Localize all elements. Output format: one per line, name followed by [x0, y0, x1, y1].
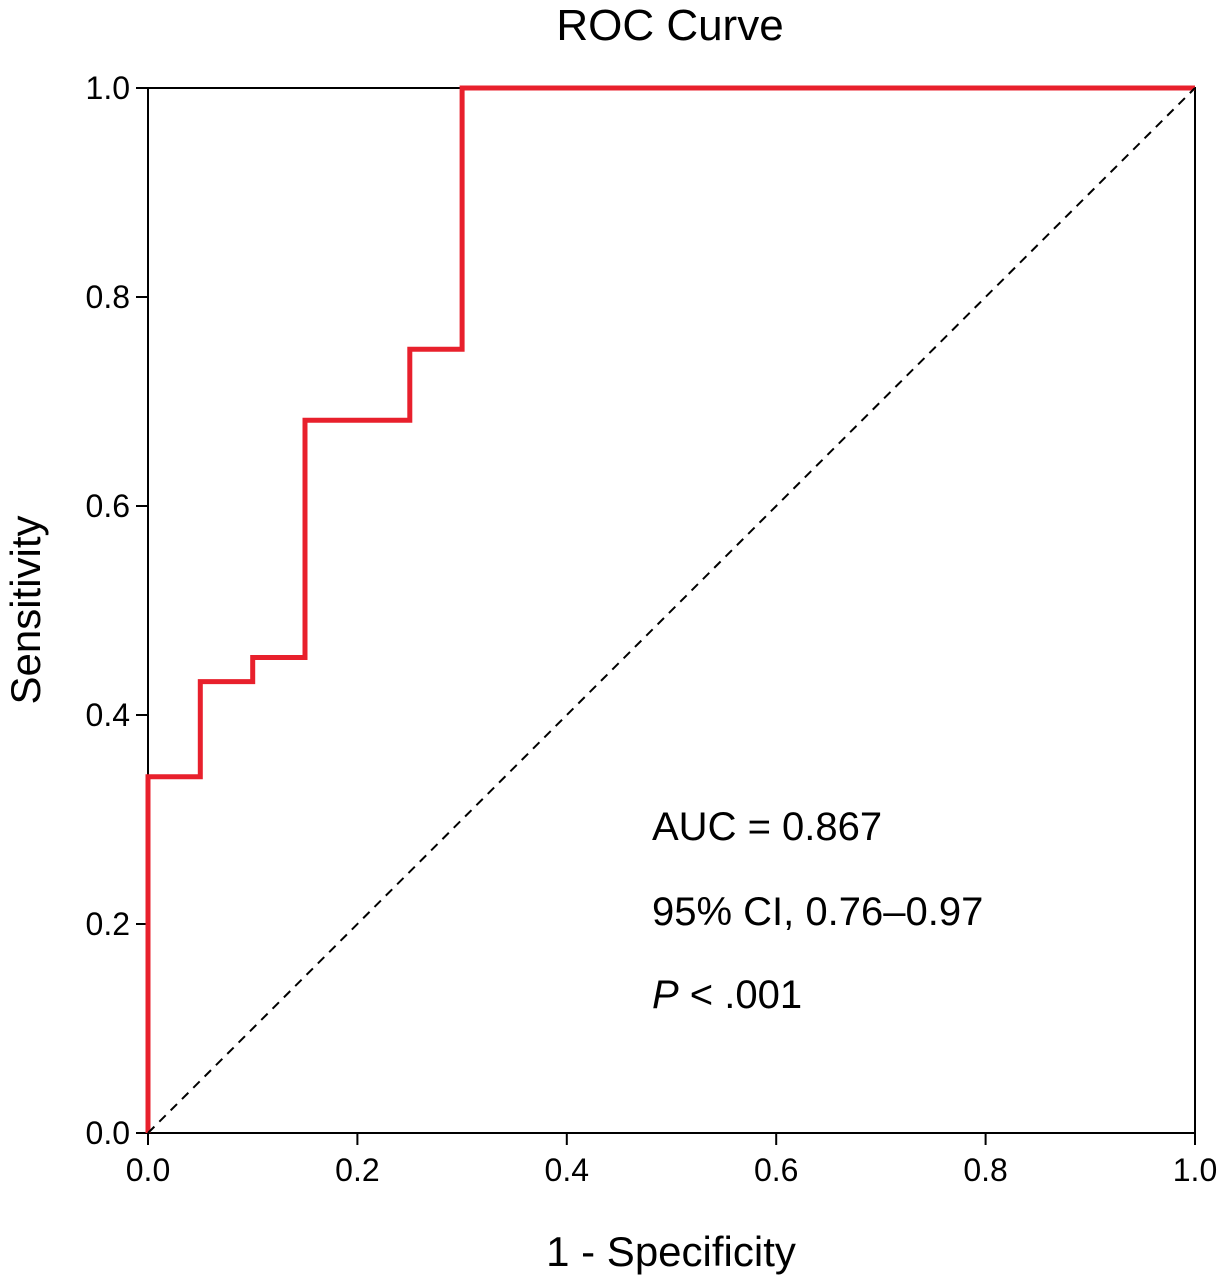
- auc-annotation: AUC = 0.867: [652, 805, 882, 849]
- p-value-annotation: P < .001: [652, 973, 802, 1017]
- p-value-text: < .001: [679, 973, 802, 1017]
- roc-curve-line: [145, 85, 1195, 1133]
- annotation-box: AUC = 0.867 95% CI, 0.76–0.97 P < .001: [652, 805, 983, 1017]
- x-axis: 0.0 0.2 0.4 0.6 0.8 1.0: [126, 1133, 1217, 1188]
- reference-diagonal-line: [147, 87, 1196, 1134]
- chart-title: ROC Curve: [556, 1, 783, 50]
- y-tick-label: 0.8: [86, 279, 130, 315]
- x-tick-label: 0.6: [754, 1152, 798, 1188]
- x-tick-label: 1.0: [1173, 1152, 1217, 1188]
- x-tick-label: 0.2: [335, 1152, 379, 1188]
- y-tick-label: 0.0: [86, 1115, 130, 1151]
- y-axis: 0.0 0.2 0.4 0.6 0.8 1.0: [86, 70, 148, 1151]
- p-symbol: P: [652, 973, 679, 1017]
- series-layer: [145, 85, 1196, 1134]
- y-tick-label: 0.4: [86, 697, 130, 733]
- ci-annotation: 95% CI, 0.76–0.97: [652, 890, 983, 934]
- x-axis-label: 1 - Specificity: [546, 1228, 796, 1275]
- y-tick-label: 0.6: [86, 488, 130, 524]
- x-tick-label: 0.4: [545, 1152, 589, 1188]
- y-tick-label: 1.0: [86, 70, 130, 106]
- x-tick-label: 0.8: [963, 1152, 1007, 1188]
- y-axis-label: Sensitivity: [2, 515, 49, 704]
- x-tick-label: 0.0: [126, 1152, 170, 1188]
- y-tick-label: 0.2: [86, 906, 130, 942]
